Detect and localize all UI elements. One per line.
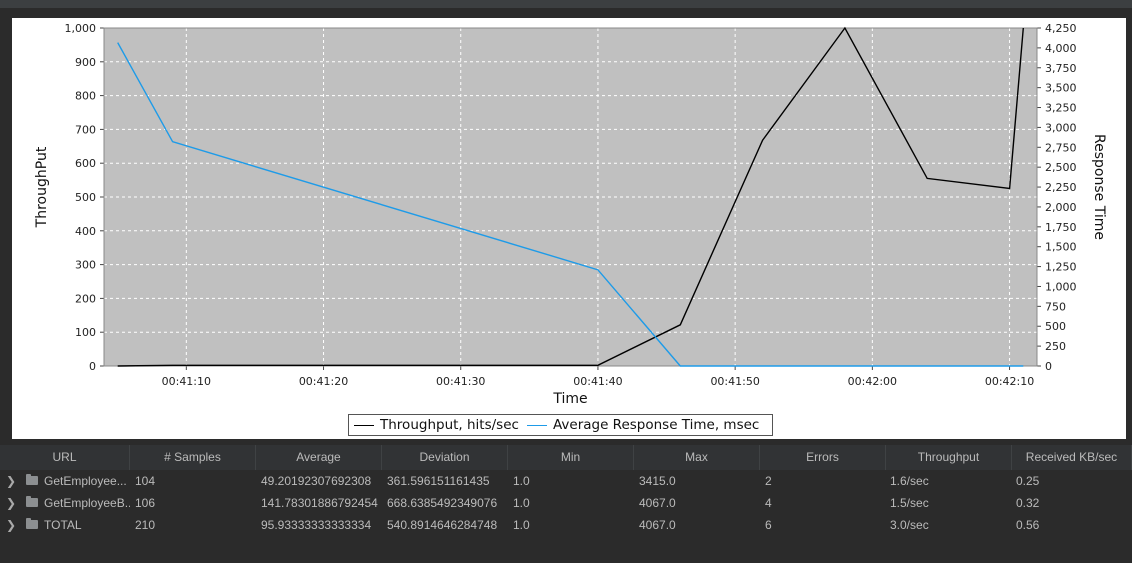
cell-received: 0.56: [1016, 518, 1040, 532]
column-header-throughput[interactable]: Throughput: [886, 445, 1012, 470]
y-right-tick-label: 2,000: [1045, 201, 1077, 214]
expand-chevron-icon[interactable]: ❯: [6, 496, 17, 510]
cell-throughput: 3.0/sec: [890, 518, 929, 532]
y-left-tick-label: 100: [75, 326, 96, 339]
cell-throughput: 1.6/sec: [890, 474, 929, 488]
plot-border: [103, 27, 1038, 367]
x-tick-label: 00:41:20: [299, 375, 348, 388]
expand-chevron-icon[interactable]: ❯: [6, 518, 17, 532]
table-row[interactable]: ❯ GetEmployee... 104 49.20192307692308 3…: [0, 470, 1132, 492]
y-right-tick-label: 0: [1045, 360, 1052, 373]
plot-area: [104, 28, 1037, 366]
column-header-url[interactable]: URL: [0, 445, 130, 470]
toolbar: [0, 0, 1132, 8]
y-right-tick-label: 2,250: [1045, 181, 1077, 194]
y-left-tick-label: 1,000: [65, 22, 97, 35]
cell-max: 3415.0: [639, 474, 676, 488]
y-right-tick-label: 1,000: [1045, 280, 1077, 293]
legend-item-response-time: Average Response Time, msec: [526, 417, 760, 433]
y-left-tick-label: 600: [75, 157, 96, 170]
folder-icon: [26, 496, 38, 507]
y-right-tick-label: 4,250: [1045, 22, 1077, 35]
table-row[interactable]: ❯ TOTAL 210 95.93333333333334 540.891464…: [0, 514, 1132, 536]
cell-samples: 210: [135, 518, 156, 532]
y-right-tick-label: 3,500: [1045, 82, 1077, 95]
cell-min: 1.0: [513, 518, 530, 532]
cell-errors: 4: [765, 496, 772, 510]
cell-min: 1.0: [513, 496, 530, 510]
x-tick-label: 00:42:10: [985, 375, 1034, 388]
x-tick-label: 00:41:10: [162, 375, 211, 388]
cell-samples: 106: [135, 496, 156, 510]
column-header-average[interactable]: Average: [256, 445, 382, 470]
cell-errors: 6: [765, 518, 772, 532]
x-tick-label: 00:41:50: [710, 375, 759, 388]
cell-max: 4067.0: [639, 496, 676, 510]
column-header-deviation[interactable]: Deviation: [382, 445, 508, 470]
cell-deviation: 540.8914646284748: [387, 518, 498, 532]
expand-chevron-icon[interactable]: ❯: [6, 474, 17, 488]
table-row[interactable]: ❯ GetEmployeeB... 106 141.78301886792454…: [0, 492, 1132, 514]
cell-throughput: 1.5/sec: [890, 496, 929, 510]
series-line-1: [117, 42, 1024, 367]
cell-url: GetEmployeeB...: [44, 496, 130, 510]
x-tick-label: 00:41:30: [436, 375, 485, 388]
y-left-tick-label: 300: [75, 259, 96, 272]
y-right-tick-label: 2,750: [1045, 141, 1077, 154]
column-header-samples[interactable]: # Samples: [130, 445, 256, 470]
column-header-errors[interactable]: Errors: [760, 445, 886, 470]
summary-table: URL # Samples Average Deviation Min Max …: [0, 445, 1132, 563]
y-left-axis-title: ThroughPut: [34, 146, 50, 228]
y-right-tick-label: 1,250: [1045, 261, 1077, 274]
y-left-tick-label: 500: [75, 191, 96, 204]
y-right-tick-label: 1,500: [1045, 241, 1077, 254]
cell-average: 95.93333333333334: [261, 518, 372, 532]
cell-max: 4067.0: [639, 518, 676, 532]
x-axis-title: Time: [552, 391, 587, 407]
cell-errors: 2: [765, 474, 772, 488]
chart-panel: 0 100 200 300 400 500 600 700 800 900 1,000 0 250 500…: [12, 18, 1126, 439]
y-left-tick-label: 400: [75, 225, 96, 238]
y-left-tick-label: 700: [75, 123, 96, 136]
legend-swatch-response-time: [526, 424, 547, 426]
y-right-tick-label: 500: [1045, 320, 1066, 333]
cell-deviation: 361.596151161435: [387, 474, 490, 488]
y-right-tick-label: 1,750: [1045, 221, 1077, 234]
y-right-tick-label: 3,000: [1045, 121, 1077, 134]
x-tick-label: 00:42:00: [848, 375, 897, 388]
column-header-min[interactable]: Min: [508, 445, 634, 470]
cell-received: 0.25: [1016, 474, 1040, 488]
series-line-0: [117, 26, 1024, 367]
throughput-response-chart: 0 100 200 300 400 500 600 700 800 900 1,000 0 250 500…: [34, 22, 1107, 407]
y-right-tick-label: 4,000: [1045, 42, 1077, 55]
x-tick-label: 00:41:40: [573, 375, 622, 388]
y-left-tick-label: 0: [89, 360, 96, 373]
folder-icon: [26, 474, 38, 485]
legend-swatch-throughput: [354, 424, 374, 426]
cell-url: TOTAL: [44, 518, 82, 532]
cell-samples: 104: [135, 474, 156, 488]
cell-average: 49.20192307692308: [261, 474, 372, 488]
y-right-axis-title: Response Time: [1091, 134, 1107, 240]
column-header-received[interactable]: Received KB/sec: [1012, 445, 1132, 470]
y-left-tick-label: 900: [75, 56, 96, 69]
legend-item-throughput: Throughput, hits/sec: [354, 417, 519, 433]
cell-received: 0.32: [1016, 496, 1040, 510]
legend-label-throughput: Throughput, hits/sec: [380, 417, 519, 433]
cell-average: 141.78301886792454: [261, 496, 378, 510]
column-header-max[interactable]: Max: [634, 445, 760, 470]
cell-deviation: 668.6385492349076: [387, 496, 498, 510]
legend-label-response-time: Average Response Time, msec: [552, 417, 760, 433]
folder-icon: [26, 518, 38, 529]
y-left-tick-label: 800: [75, 90, 96, 103]
chart-legend: Throughput, hits/sec Average Response Ti…: [348, 414, 774, 436]
y-right-tick-label: 750: [1045, 300, 1066, 313]
y-right-tick-label: 3,250: [1045, 102, 1077, 115]
y-right-tick-label: 250: [1045, 340, 1066, 353]
y-left-tick-label: 200: [75, 292, 96, 305]
y-right-tick-label: 2,500: [1045, 161, 1077, 174]
cell-min: 1.0: [513, 474, 530, 488]
cell-url: GetEmployee...: [44, 474, 127, 488]
y-right-tick-label: 3,750: [1045, 62, 1077, 75]
